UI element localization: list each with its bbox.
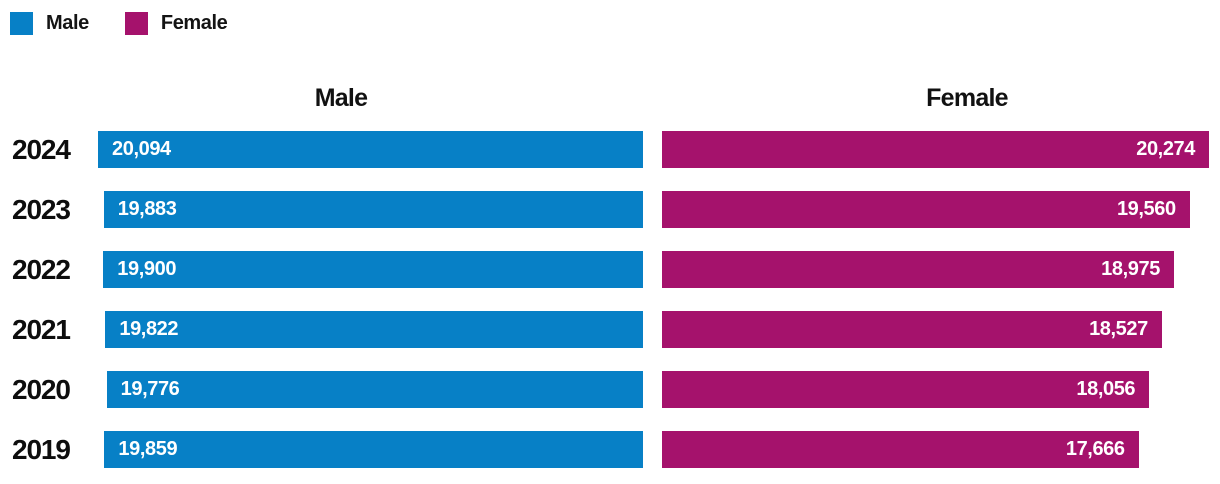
male-color-swatch — [10, 12, 33, 35]
year-label: 2019 — [12, 434, 71, 465]
male-bar-value: 20,094 — [112, 138, 171, 160]
female-color-swatch — [124, 12, 148, 35]
female-column-header: Female — [926, 84, 1008, 112]
year-label: 2023 — [12, 194, 71, 225]
female-bar-value: 18,975 — [1101, 258, 1160, 280]
table-row-2023: 2023 19,883 19,560 — [0, 191, 1220, 228]
legend-item-male: Male — [10, 12, 89, 35]
legend: Male Female — [10, 12, 228, 35]
male-bar: 19,859 — [104, 431, 643, 468]
male-bar-column: 19,859 — [98, 431, 643, 468]
female-bar-column: 19,560 — [662, 191, 1209, 228]
table-row-2019: 2019 19,859 17,666 — [0, 431, 1220, 468]
female-bar-column: 18,527 — [662, 311, 1209, 348]
female-bar-column: 18,056 — [662, 371, 1209, 408]
female-bar-value: 20,274 — [1136, 138, 1195, 160]
table-row-2020: 2020 19,776 18,056 — [0, 371, 1220, 408]
year-label: 2020 — [12, 374, 71, 405]
female-bar: 18,056 — [662, 371, 1150, 408]
female-bar-value: 18,056 — [1076, 378, 1136, 400]
female-bar-column: 18,975 — [662, 251, 1209, 288]
female-bar-column: 17,666 — [662, 431, 1209, 468]
male-bar-value: 19,822 — [119, 318, 179, 340]
female-bar: 20,274 — [662, 131, 1209, 168]
male-bar-value: 19,859 — [118, 438, 178, 460]
year-label: 2024 — [12, 134, 71, 165]
female-bar: 18,527 — [662, 311, 1162, 348]
male-column-header: Male — [314, 84, 368, 112]
female-bar-column: 20,274 — [662, 131, 1209, 168]
year-label: 2021 — [12, 314, 71, 345]
male-bar: 19,883 — [103, 191, 643, 228]
male-bar: 20,094 — [98, 131, 643, 168]
legend-label-male: Male — [46, 12, 89, 34]
legend-item-female: Female — [124, 12, 228, 35]
male-bar-value: 19,900 — [117, 258, 177, 280]
male-bar-column: 19,776 — [98, 371, 643, 408]
female-bar-value: 17,666 — [1065, 438, 1125, 460]
table-row-2022: 2022 19,900 18,975 — [0, 251, 1220, 288]
female-bar: 17,666 — [662, 431, 1139, 468]
year-label: 2022 — [12, 254, 71, 285]
male-bar-column: 19,822 — [98, 311, 643, 348]
female-bar: 18,975 — [662, 251, 1174, 288]
table-row-2021: 2021 19,822 18,527 — [0, 311, 1220, 348]
male-bar-column: 19,883 — [98, 191, 643, 228]
female-bar-value: 19,560 — [1116, 198, 1176, 220]
female-bar-value: 18,527 — [1089, 318, 1148, 340]
male-bar: 19,900 — [103, 251, 643, 288]
male-bar: 19,822 — [105, 311, 643, 348]
male-bar-value: 19,776 — [120, 378, 180, 400]
male-bar-value: 19,883 — [117, 198, 177, 220]
male-bar-column: 20,094 — [98, 131, 643, 168]
legend-label-female: Female — [160, 12, 228, 34]
male-bar: 19,776 — [106, 371, 643, 408]
female-bar: 19,560 — [662, 191, 1190, 228]
table-row-2024: 2024 20,094 20,274 — [0, 131, 1220, 168]
male-bar-column: 19,900 — [98, 251, 643, 288]
